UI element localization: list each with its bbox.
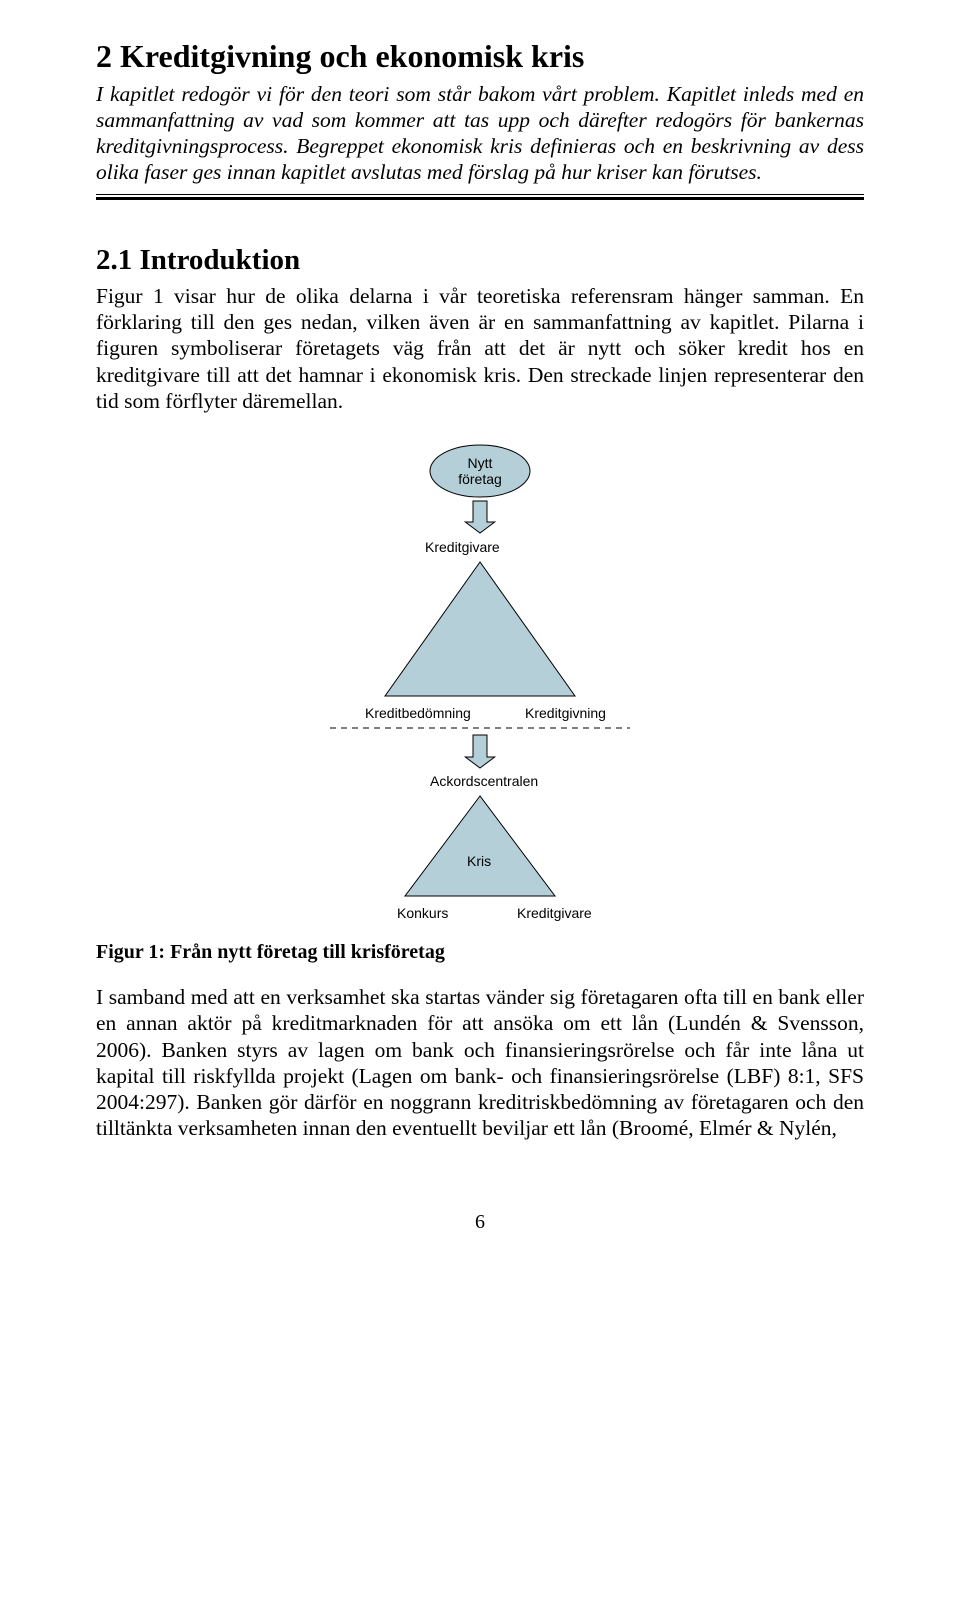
svg-text:Kreditgivning: Kreditgivning (525, 705, 606, 721)
svg-text:Ackordscentralen: Ackordscentralen (430, 773, 538, 789)
svg-text:Kreditgivare: Kreditgivare (517, 905, 592, 921)
svg-text:företag: företag (458, 471, 502, 487)
document-page: 2 Kreditgivning och ekonomisk kris I kap… (0, 0, 960, 1274)
intro-block: I kapitlet redogör vi för den teori som … (96, 81, 864, 200)
page-number: 6 (96, 1211, 864, 1234)
flowchart-svg: Nyttföretag Kreditgivare Kreditbedömning Kr… (295, 438, 665, 933)
chapter-intro: I kapitlet redogör vi för den teori som … (96, 81, 864, 192)
section-heading: 2.1 Introduktion (96, 244, 864, 277)
svg-text:Kreditgivare: Kreditgivare (425, 539, 500, 555)
svg-text:Nytt: Nytt (468, 455, 493, 471)
svg-text:Kreditbedömning: Kreditbedömning (365, 705, 471, 721)
paragraph-1: Figur 1 visar hur de olika delarna i vår… (96, 283, 864, 414)
figure-caption: Figur 1: Från nytt företag till krisföre… (96, 941, 864, 964)
figure-1-diagram: Nyttföretag Kreditgivare Kreditbedömning Kr… (96, 438, 864, 933)
paragraph-2: I samband med att en verksamhet ska star… (96, 984, 864, 1141)
svg-text:Kris: Kris (467, 853, 491, 869)
svg-text:Konkurs: Konkurs (397, 905, 448, 921)
chapter-heading: 2 Kreditgivning och ekonomisk kris (96, 38, 864, 75)
